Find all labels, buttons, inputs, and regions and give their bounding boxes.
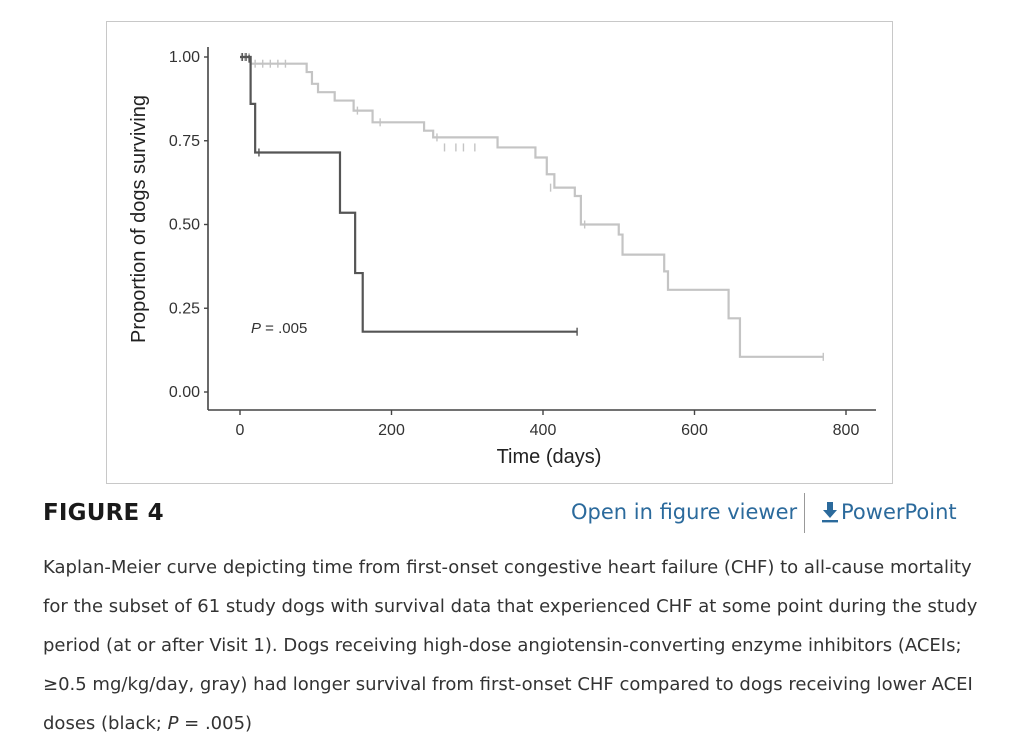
y-axis-label: Proportion of dogs surviving: [128, 95, 150, 343]
survival-chart: 0.00 0.25 0.50 0.75 1.00 0 200 400 600 800 Propor…: [128, 46, 876, 468]
y-tick-label: 0.75: [169, 133, 200, 150]
x-tick-label: 200: [378, 422, 405, 439]
series-line-high-dose: [240, 55, 824, 358]
link-divider: [804, 493, 805, 533]
figure-image: 0.00 0.25 0.50 0.75 1.00 0 200 400 600 800 Propor…: [106, 21, 893, 484]
powerpoint-link-label: PowerPoint: [841, 500, 957, 524]
y-tick-label: 1.00: [169, 49, 200, 66]
y-tick-label: 0.00: [169, 384, 200, 401]
open-figure-viewer-link[interactable]: Open in figure viewer: [571, 500, 798, 524]
y-tick-label: 0.50: [169, 217, 200, 234]
x-tick-label: 0: [236, 422, 245, 439]
x-tick-label: 800: [833, 422, 860, 439]
y-tick-label: 0.25: [169, 300, 200, 317]
x-tick-label: 600: [681, 422, 708, 439]
x-axis-label: Time (days): [497, 446, 602, 468]
figure-title: FIGURE 4: [43, 500, 164, 526]
series-line-low-dose: [240, 55, 578, 333]
download-icon: [822, 502, 838, 523]
figure-caption: Kaplan-Meier curve depicting time from f…: [43, 557, 978, 734]
x-tick-label: 400: [530, 422, 557, 439]
powerpoint-download-link[interactable]: PowerPoint: [821, 500, 957, 524]
p-value-annotation: P = .005: [251, 320, 307, 337]
